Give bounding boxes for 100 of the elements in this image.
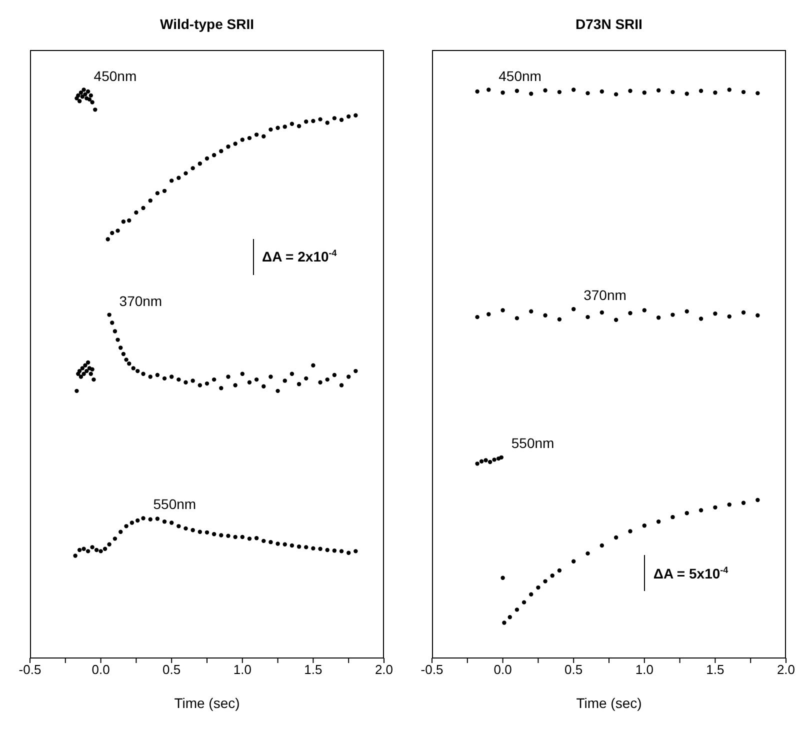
point	[262, 384, 266, 388]
point	[332, 116, 337, 120]
point	[514, 316, 520, 320]
point	[88, 93, 93, 98]
point	[83, 363, 88, 368]
point	[77, 548, 82, 552]
point	[92, 377, 96, 382]
point	[339, 549, 344, 554]
annotation: ΔA = 5x10$^{-4}$	[653, 564, 728, 582]
point	[684, 309, 689, 314]
point	[190, 528, 195, 532]
point	[529, 592, 534, 596]
point	[219, 533, 224, 538]
point	[557, 90, 562, 94]
point	[600, 89, 604, 94]
point	[741, 310, 746, 315]
point	[80, 94, 84, 99]
point	[514, 88, 520, 94]
point	[240, 534, 244, 540]
point	[148, 198, 152, 203]
point	[170, 178, 174, 183]
x-tick-label: 1.5	[304, 662, 322, 678]
point	[90, 545, 94, 550]
point	[233, 534, 238, 540]
x-tick-label: 2.0	[776, 662, 796, 678]
point	[212, 153, 216, 158]
point	[282, 378, 287, 383]
point	[354, 113, 358, 118]
point	[614, 318, 618, 322]
point	[148, 517, 152, 522]
point	[84, 368, 89, 374]
point	[332, 548, 337, 553]
point	[176, 524, 181, 528]
point	[212, 532, 216, 536]
point	[247, 380, 252, 385]
point	[339, 383, 344, 388]
point	[80, 366, 84, 370]
x-tick-label: 0.5	[564, 662, 583, 678]
point	[346, 550, 351, 555]
point	[170, 374, 174, 379]
point	[134, 210, 138, 215]
x-tick-label: 0.0	[92, 662, 110, 678]
point	[107, 542, 112, 546]
point	[121, 220, 126, 224]
point	[127, 362, 132, 366]
point	[198, 383, 202, 388]
series-label: 450nm	[498, 68, 542, 84]
point	[670, 312, 675, 317]
point	[698, 508, 704, 512]
point	[572, 307, 576, 312]
point	[522, 600, 526, 604]
point	[290, 543, 294, 548]
point	[713, 312, 718, 316]
point	[475, 462, 480, 466]
point	[198, 162, 202, 166]
point	[529, 92, 534, 96]
point	[311, 118, 316, 124]
point	[240, 372, 244, 376]
point	[226, 374, 230, 379]
point	[339, 118, 344, 122]
point	[78, 374, 84, 379]
point	[614, 535, 618, 540]
point	[586, 551, 590, 556]
point	[741, 500, 746, 505]
point	[86, 89, 90, 94]
chart-title: Wild-type SRII	[159, 15, 255, 34]
point	[282, 542, 287, 546]
point	[136, 368, 140, 374]
point	[492, 458, 496, 462]
point	[698, 316, 704, 321]
point	[176, 176, 181, 180]
point	[116, 228, 120, 233]
point	[756, 498, 760, 502]
point	[247, 536, 252, 541]
point	[162, 520, 167, 524]
point	[184, 526, 188, 531]
point	[254, 536, 259, 540]
point	[204, 156, 210, 161]
point	[727, 88, 732, 92]
point	[325, 120, 330, 125]
point	[118, 346, 123, 350]
point	[670, 90, 675, 94]
point	[354, 368, 358, 374]
point	[74, 388, 79, 394]
point	[102, 546, 108, 551]
point	[184, 171, 188, 176]
point	[155, 516, 160, 521]
point	[107, 312, 112, 317]
x-tick-label: 2.0	[374, 662, 394, 678]
point	[304, 119, 308, 124]
series-label: 550nm	[153, 496, 196, 512]
point	[82, 546, 86, 551]
point	[131, 366, 136, 370]
series-label: 450nm	[94, 68, 137, 84]
point	[155, 191, 160, 196]
series-label: 370nm	[584, 287, 626, 304]
point	[304, 545, 308, 550]
point	[124, 524, 128, 528]
point	[642, 308, 646, 312]
point	[536, 585, 540, 590]
